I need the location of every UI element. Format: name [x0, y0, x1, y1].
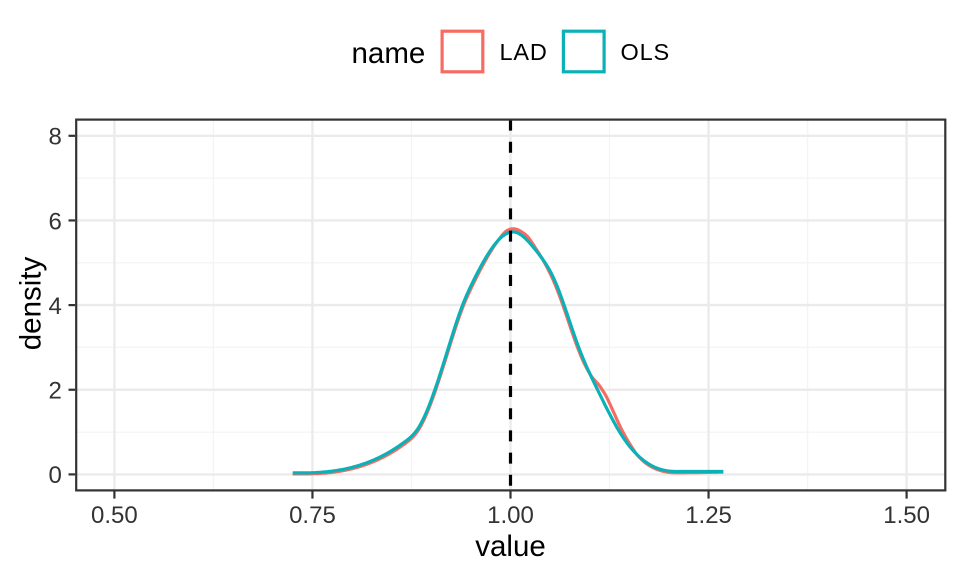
- svg-text:8: 8: [48, 124, 61, 151]
- svg-text:name: name: [352, 37, 426, 70]
- svg-text:OLS: OLS: [621, 39, 670, 65]
- svg-text:1.00: 1.00: [487, 502, 534, 529]
- svg-text:0.50: 0.50: [91, 502, 138, 529]
- svg-text:value: value: [475, 530, 546, 563]
- svg-text:1.50: 1.50: [883, 502, 930, 529]
- svg-text:1.25: 1.25: [685, 502, 732, 529]
- svg-text:6: 6: [48, 208, 61, 235]
- svg-text:LAD: LAD: [500, 39, 548, 65]
- svg-text:0.75: 0.75: [289, 502, 336, 529]
- svg-text:density: density: [14, 257, 47, 351]
- svg-text:0: 0: [48, 462, 61, 489]
- svg-text:2: 2: [48, 378, 61, 405]
- svg-text:4: 4: [48, 293, 61, 320]
